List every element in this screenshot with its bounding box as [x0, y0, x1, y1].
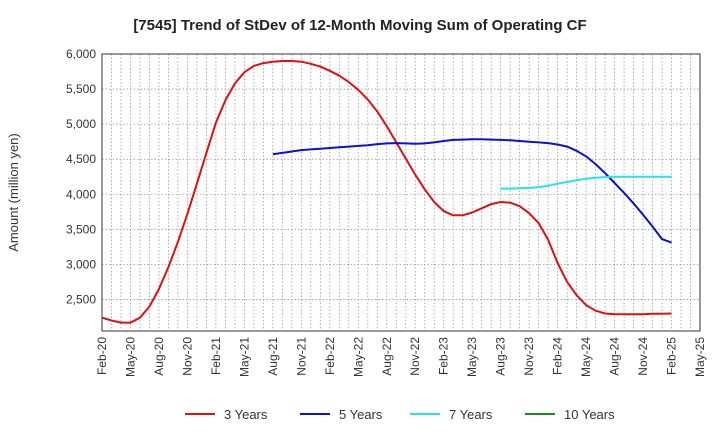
x-tick-label: Nov-24	[636, 337, 650, 376]
x-tick-label: Aug-22	[380, 337, 394, 376]
x-tick-label: May-20	[123, 337, 137, 377]
plot-frame	[101, 53, 701, 332]
x-tick-label: Nov-23	[522, 337, 536, 376]
legend-label: 10 Years	[564, 407, 615, 422]
x-tick-label: Feb-25	[665, 337, 679, 375]
y-tick-label: 4,500	[66, 152, 96, 166]
x-tick-label: May-21	[237, 337, 251, 377]
y-axis-label: Amount (million yen)	[6, 133, 21, 252]
legend-label: 3 Years	[224, 407, 268, 422]
y-tick-label: 3,500	[66, 222, 96, 236]
grid	[101, 53, 701, 331]
legend-item: 7 Years	[410, 407, 493, 422]
series-line-5-years	[272, 138, 672, 244]
series-line-7-years	[500, 175, 672, 190]
y-tick-label: 5,500	[66, 82, 96, 96]
axes: 2,500 3,000 3,500 4,000 4,500 5,000 5,500 6,000…	[66, 47, 707, 377]
y-tick-label: 3,000	[66, 257, 96, 271]
x-tick-label: Feb-23	[437, 337, 451, 375]
chart-title: [7545] Trend of StDev of 12-Month Moving…	[133, 17, 586, 34]
legend-item: 3 Years	[185, 407, 268, 422]
y-tick-label: 2,500	[66, 292, 96, 306]
x-tick-label: Aug-24	[608, 337, 622, 376]
x-tick-label: Nov-20	[180, 337, 194, 376]
x-tick-label: Feb-21	[209, 337, 223, 375]
x-tick-label: May-22	[351, 337, 365, 377]
x-tick-label: Feb-22	[323, 337, 337, 375]
x-tick-label: Aug-20	[152, 337, 166, 376]
x-tick-label: May-25	[693, 337, 707, 377]
y-tick-label: 6,000	[66, 47, 96, 61]
legend: 3 Years 5 Years 7 Years 10 Years	[185, 407, 615, 422]
x-tick-label: May-23	[465, 337, 479, 377]
y-tick-label: 4,000	[66, 187, 96, 201]
x-tick-label: Aug-21	[266, 337, 280, 376]
legend-item: 10 Years	[525, 407, 615, 422]
x-tick-label: Nov-22	[408, 337, 422, 376]
x-tick-label: Feb-24	[551, 337, 565, 375]
series-line-3-years	[101, 60, 672, 324]
x-tick-label: Feb-20	[95, 337, 109, 375]
legend-label: 7 Years	[449, 407, 493, 422]
x-tick-label: Nov-21	[294, 337, 308, 376]
y-tick-label: 5,000	[66, 117, 96, 131]
legend-label: 5 Years	[339, 407, 383, 422]
series-layer	[101, 60, 672, 324]
x-tick-label: Aug-23	[494, 337, 508, 376]
x-tick-label: May-24	[579, 337, 593, 377]
legend-item: 5 Years	[300, 407, 383, 422]
